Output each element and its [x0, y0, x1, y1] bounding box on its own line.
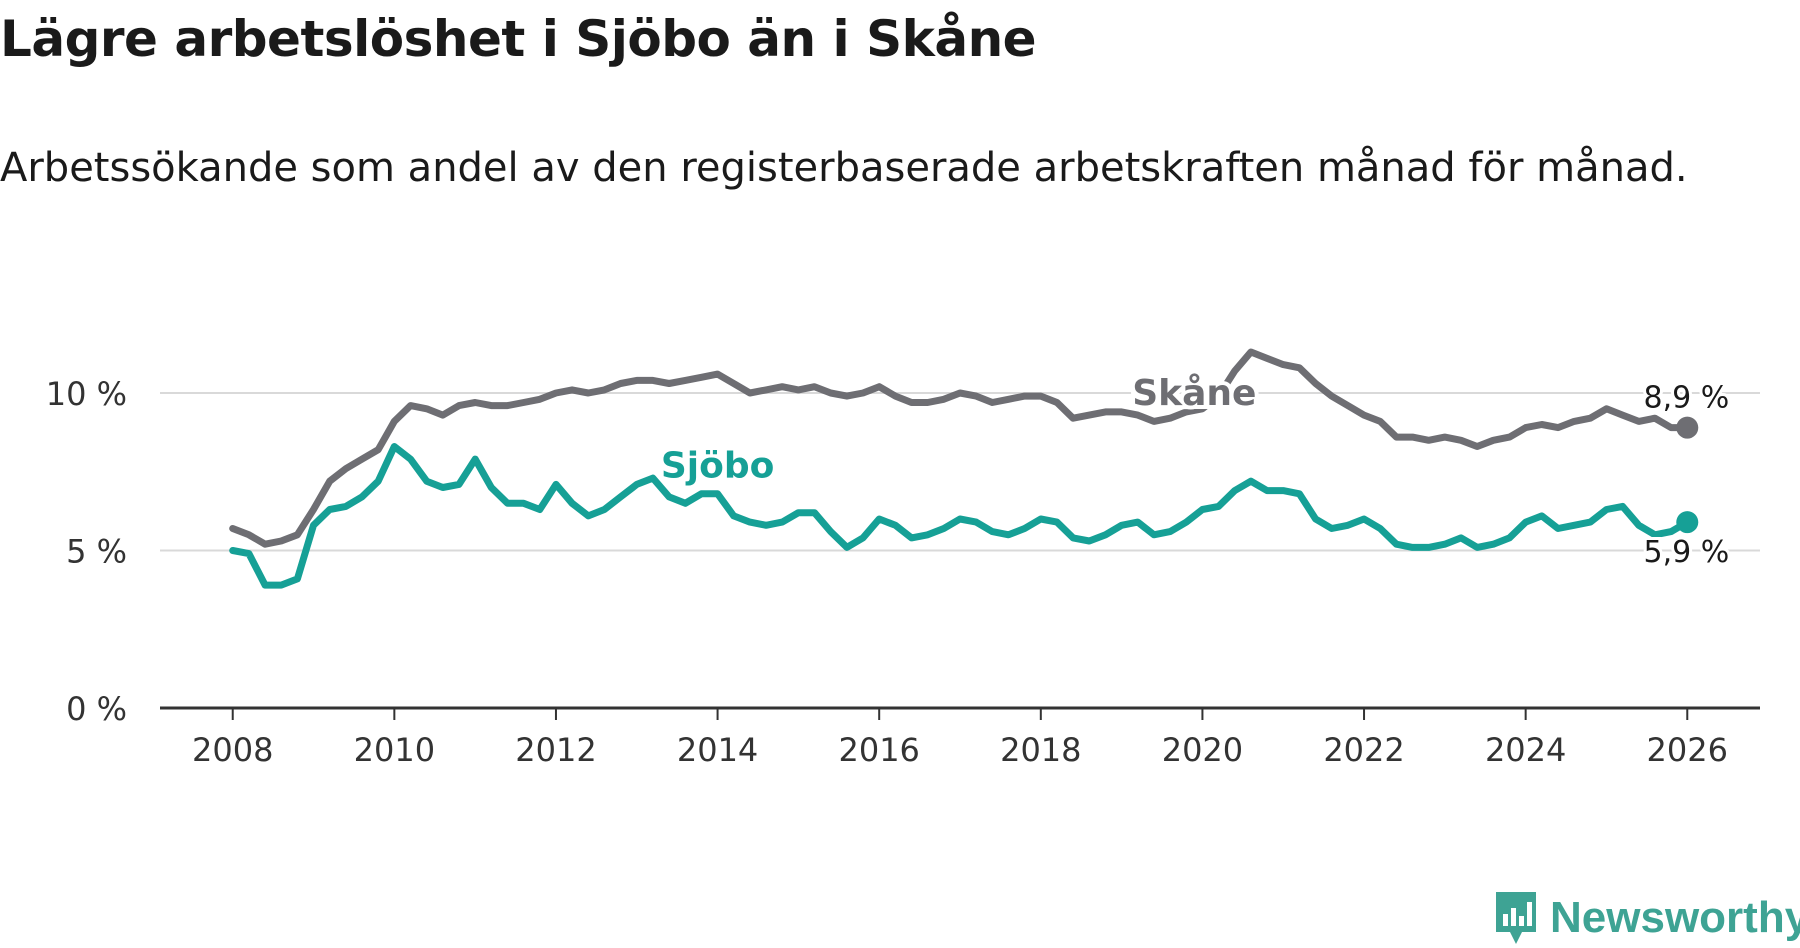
x-tick-label: 2022	[1323, 731, 1404, 769]
chart-subtitle: Arbetssökande som andel av den registerb…	[0, 145, 1688, 191]
axes	[160, 706, 1760, 720]
series-line-sjbo	[229, 443, 1691, 589]
labels: 0 % 5 % 10 % 2008 2010 2012 2014 2016 2018 2020 20…	[46, 369, 1733, 769]
y-tick-label: 10 %	[46, 375, 127, 413]
x-tick-label: 2024	[1485, 731, 1566, 769]
series-name-label-sjbo: Sjöbo	[661, 445, 775, 486]
x-tick-label: 2018	[1000, 731, 1081, 769]
x-tick-label: 2026	[1647, 731, 1728, 769]
end-label-sjobo: 5,9 %	[1644, 535, 1730, 570]
end-point-skne	[1676, 416, 1699, 439]
x-tick-label: 2020	[1162, 731, 1243, 769]
end-point-sjbo	[1676, 511, 1699, 534]
x-tick-label: 2016	[838, 731, 919, 769]
x-tick-label: 2014	[677, 731, 758, 769]
series-lines	[229, 348, 1699, 589]
y-tick-label: 0 %	[66, 690, 127, 728]
x-tick-label: 2008	[192, 731, 273, 769]
series-line-skne	[229, 348, 1691, 548]
x-tick-label: 2010	[354, 731, 435, 769]
series-name-label-skne: Skåne	[1132, 373, 1256, 414]
end-label-skane: 8,9 %	[1644, 381, 1730, 416]
newsworthy-logo-text: Newsworthy	[1550, 893, 1800, 942]
x-tick-label: 2012	[515, 731, 596, 769]
chart-title: Lägre arbetslöshet i Sjöbo än i Skåne	[0, 10, 1037, 68]
y-tick-label: 5 %	[66, 533, 127, 571]
newsworthy-logo-icon	[1496, 892, 1536, 944]
newsworthy-logo: Newsworthy	[1492, 888, 1800, 948]
